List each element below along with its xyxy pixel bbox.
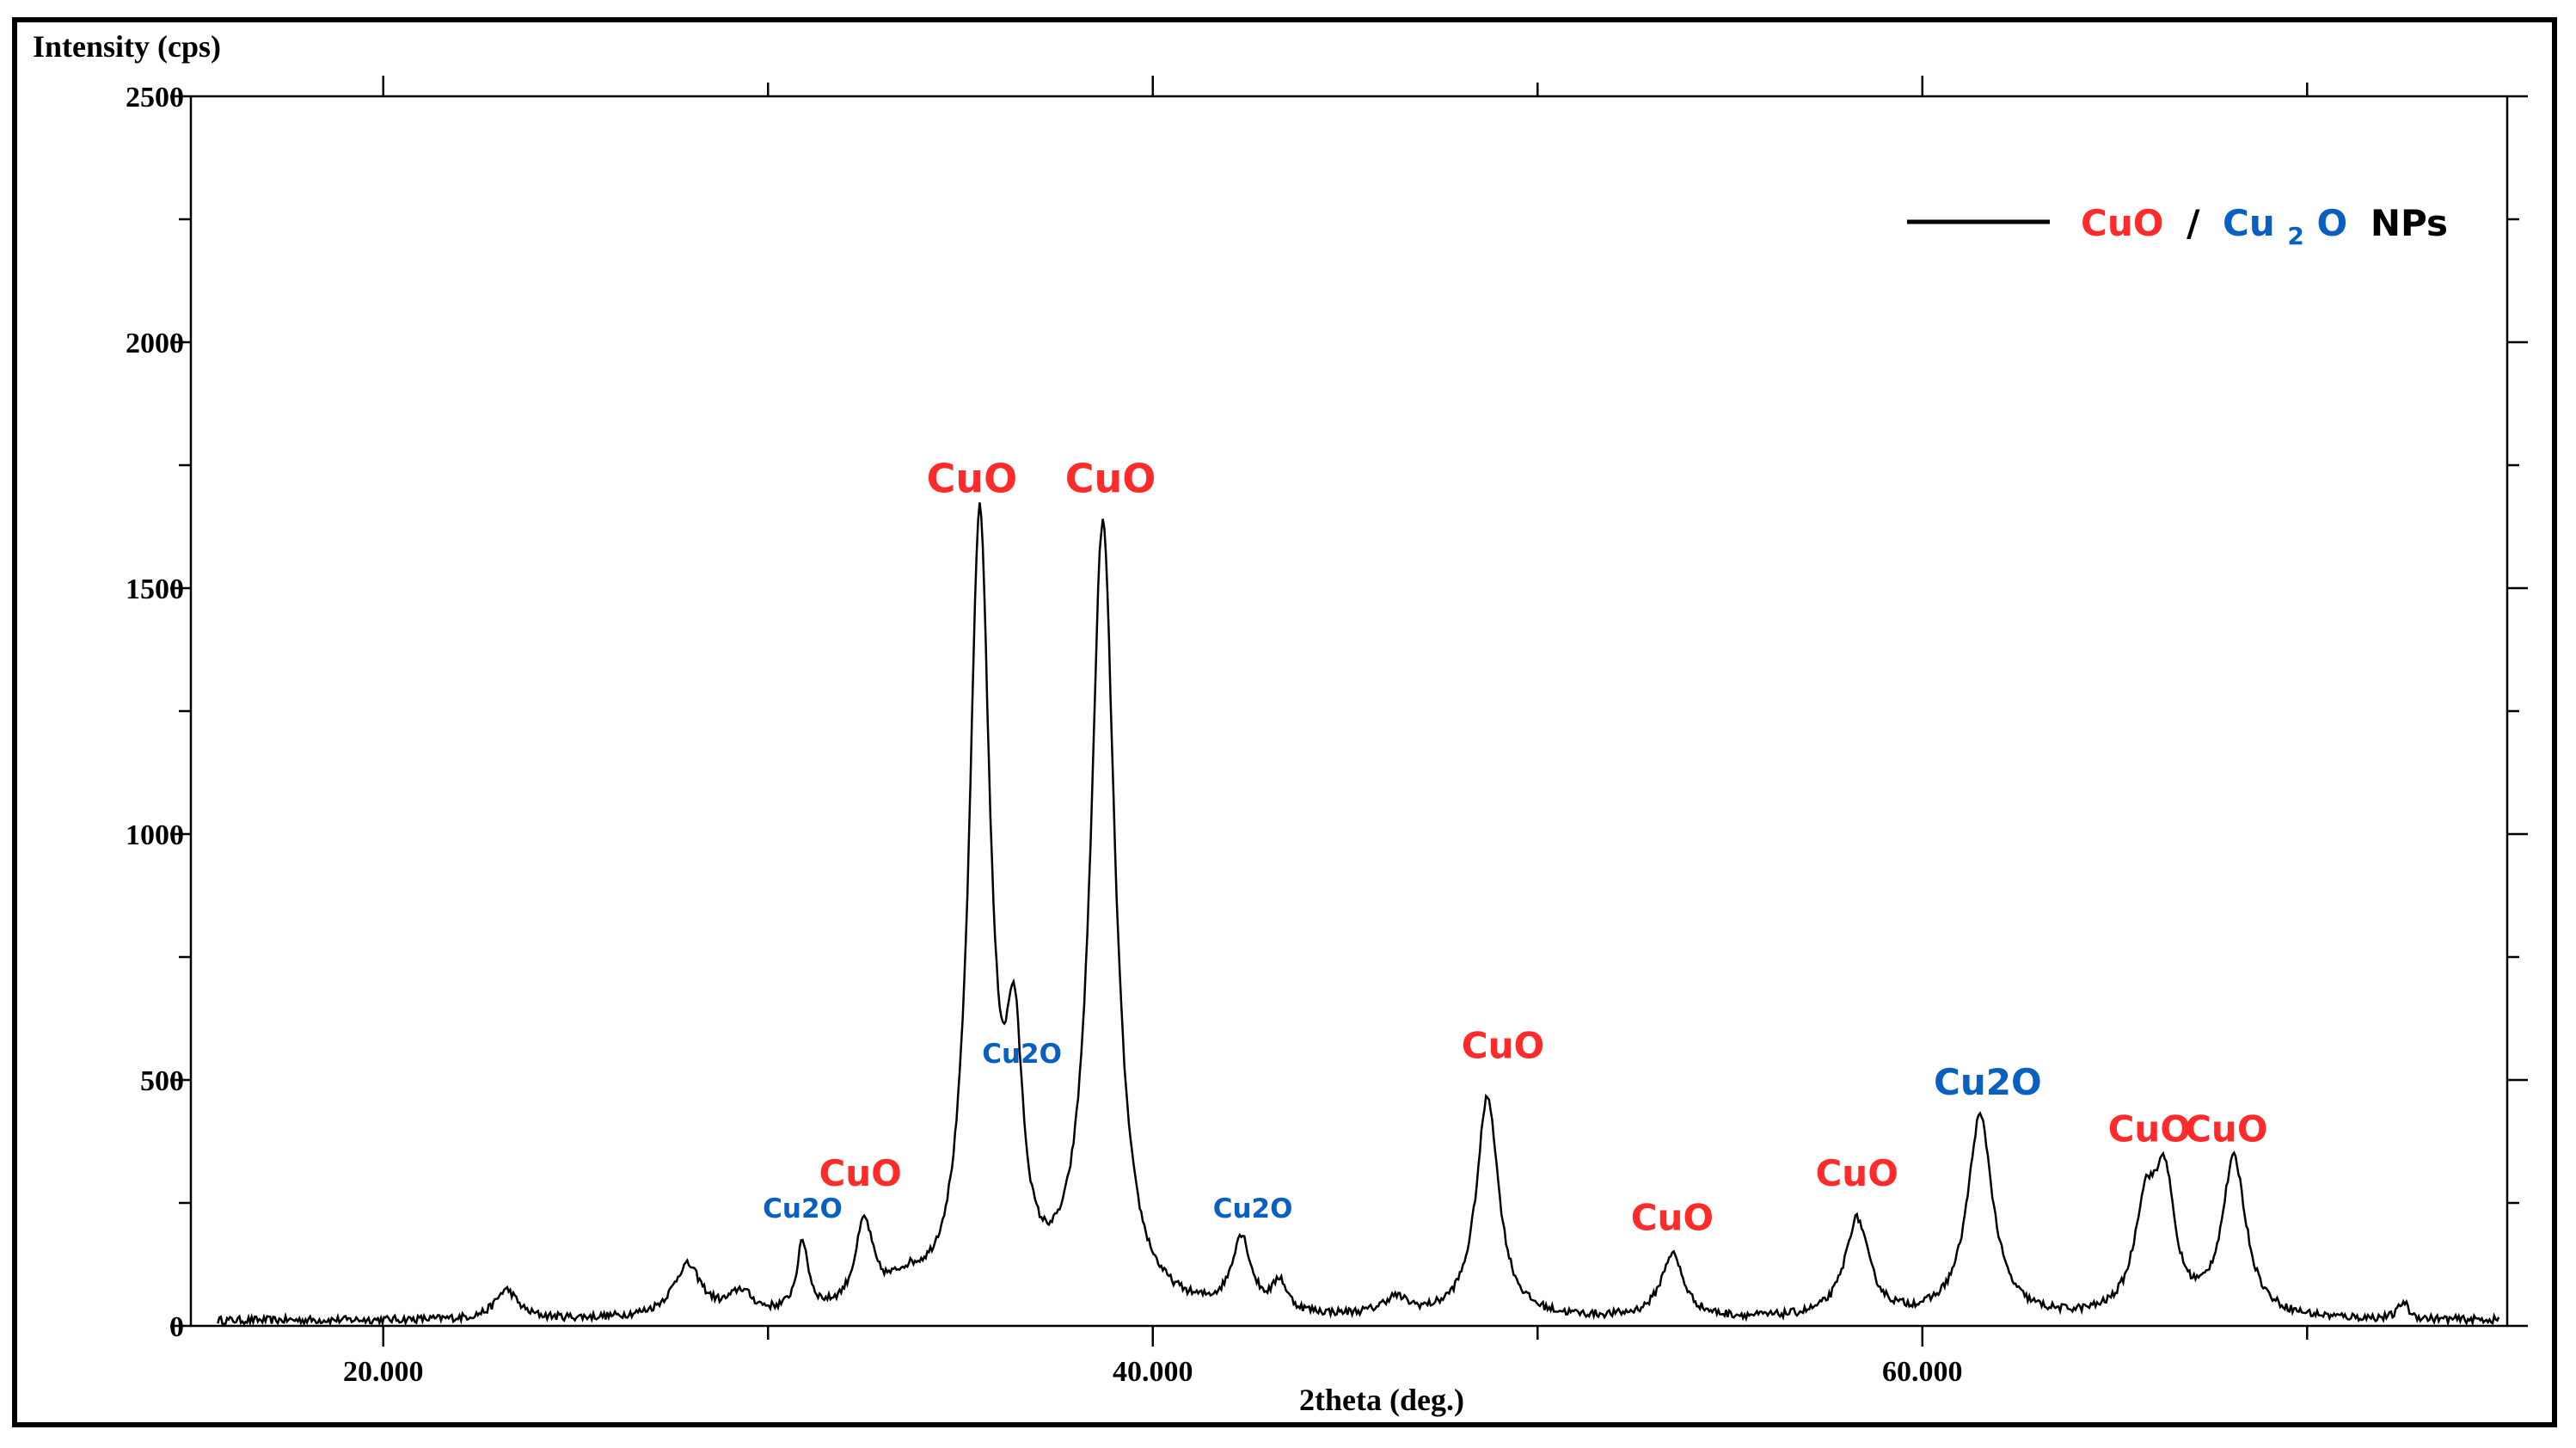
x-tick-label: 40.000 [1113, 1356, 1193, 1388]
y-axis-title: Intensity (cps) [33, 29, 221, 64]
y-tick-label: 1500 [126, 574, 184, 605]
peak-label-cu2o: Cu2O [1934, 1061, 2042, 1103]
legend-cu2o-subscript: 2 [2287, 222, 2303, 250]
x-axis-title: 2theta (deg.) [1299, 1383, 1464, 1417]
y-tick-label: 2500 [126, 82, 184, 114]
y-tick-label: 2000 [126, 328, 184, 359]
chart-frame [12, 17, 2557, 1427]
series-line-cuo-cu2o [217, 502, 2500, 1328]
peak-label-cuo: CuO [1815, 1152, 1898, 1194]
legend-cuo-text: CuO [2081, 202, 2163, 244]
legend-label: CuO / Cu 2 O NPs [2081, 202, 2448, 253]
peak-label-cuo: CuO [927, 455, 1018, 501]
peak-label-cu2o: Cu2O [763, 1193, 843, 1224]
peak-label-cu2o: Cu2O [982, 1039, 1062, 1070]
peak-label-cuo: CuO [1462, 1024, 1544, 1066]
peak-label-cuo: CuO [2108, 1108, 2191, 1150]
x-tick-label: 20.000 [343, 1356, 424, 1388]
x-axis-ticks: 20.000 40.000 60.000 [343, 76, 2309, 1388]
y-tick-label: 0 [169, 1311, 184, 1343]
peak-label-cuo: CuO [1065, 455, 1156, 501]
legend-cu2o-o-text: O [2317, 202, 2348, 244]
peak-label-cu2o: Cu2O [1213, 1193, 1293, 1224]
peak-label-cuo: CuO [1631, 1196, 1714, 1238]
y-tick-label: 1000 [126, 819, 184, 851]
x-tick-label: 60.000 [1882, 1356, 1963, 1388]
y-axis-ticks: 0 500 1000 1500 2000 2500 [126, 82, 2528, 1343]
legend-cu2o-cu-text: Cu [2223, 202, 2275, 244]
legend: CuO / Cu 2 O NPs [1907, 202, 2448, 253]
peak-label-cuo: CuO [2185, 1108, 2267, 1150]
legend-nps-text: NPs [2371, 202, 2448, 244]
legend-slash: / [2187, 202, 2200, 244]
y-tick-label: 500 [140, 1065, 184, 1097]
peak-label-cuo: CuO [819, 1152, 901, 1194]
